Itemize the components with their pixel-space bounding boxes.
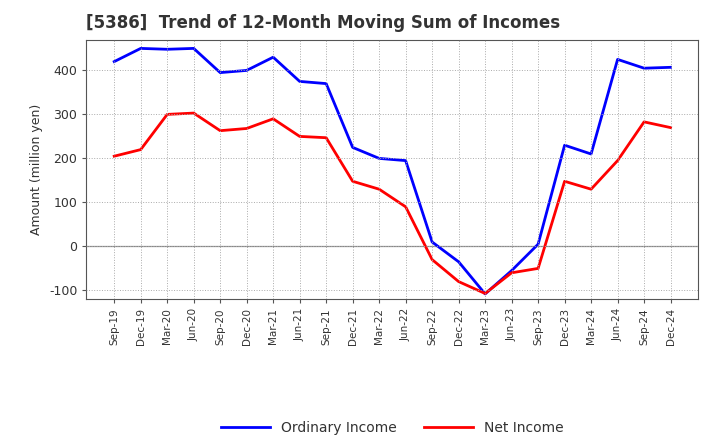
Ordinary Income bbox=[454, 259, 463, 264]
Ordinary Income bbox=[348, 145, 357, 150]
Net Income bbox=[136, 147, 145, 152]
Ordinary Income bbox=[666, 65, 675, 70]
Legend: Ordinary Income, Net Income: Ordinary Income, Net Income bbox=[215, 415, 570, 440]
Ordinary Income bbox=[295, 79, 304, 84]
Line: Ordinary Income: Ordinary Income bbox=[114, 48, 670, 294]
Ordinary Income bbox=[587, 151, 595, 157]
Ordinary Income bbox=[534, 242, 542, 247]
Net Income bbox=[348, 179, 357, 184]
Net Income bbox=[481, 291, 490, 296]
Ordinary Income bbox=[613, 57, 622, 62]
Y-axis label: Amount (million yen): Amount (million yen) bbox=[30, 104, 43, 235]
Net Income bbox=[295, 134, 304, 139]
Net Income bbox=[163, 112, 171, 117]
Ordinary Income bbox=[508, 268, 516, 273]
Net Income bbox=[454, 279, 463, 284]
Ordinary Income bbox=[640, 66, 649, 71]
Net Income bbox=[587, 187, 595, 192]
Ordinary Income bbox=[375, 156, 384, 161]
Ordinary Income bbox=[481, 291, 490, 297]
Net Income bbox=[110, 154, 119, 159]
Net Income bbox=[189, 110, 198, 116]
Net Income bbox=[508, 270, 516, 275]
Net Income bbox=[322, 135, 330, 140]
Ordinary Income bbox=[110, 59, 119, 64]
Net Income bbox=[560, 179, 569, 184]
Ordinary Income bbox=[216, 70, 225, 75]
Net Income bbox=[666, 125, 675, 130]
Ordinary Income bbox=[243, 68, 251, 73]
Net Income bbox=[269, 116, 277, 121]
Net Income bbox=[216, 128, 225, 133]
Net Income bbox=[640, 119, 649, 125]
Net Income bbox=[613, 158, 622, 163]
Ordinary Income bbox=[401, 158, 410, 163]
Ordinary Income bbox=[163, 47, 171, 52]
Ordinary Income bbox=[428, 239, 436, 245]
Ordinary Income bbox=[560, 143, 569, 148]
Ordinary Income bbox=[322, 81, 330, 86]
Net Income bbox=[375, 187, 384, 192]
Ordinary Income bbox=[189, 46, 198, 51]
Line: Net Income: Net Income bbox=[114, 113, 670, 293]
Ordinary Income bbox=[269, 55, 277, 60]
Ordinary Income bbox=[136, 46, 145, 51]
Net Income bbox=[243, 126, 251, 131]
Net Income bbox=[401, 204, 410, 209]
Text: [5386]  Trend of 12-Month Moving Sum of Incomes: [5386] Trend of 12-Month Moving Sum of I… bbox=[86, 15, 561, 33]
Net Income bbox=[428, 257, 436, 262]
Net Income bbox=[534, 266, 542, 271]
